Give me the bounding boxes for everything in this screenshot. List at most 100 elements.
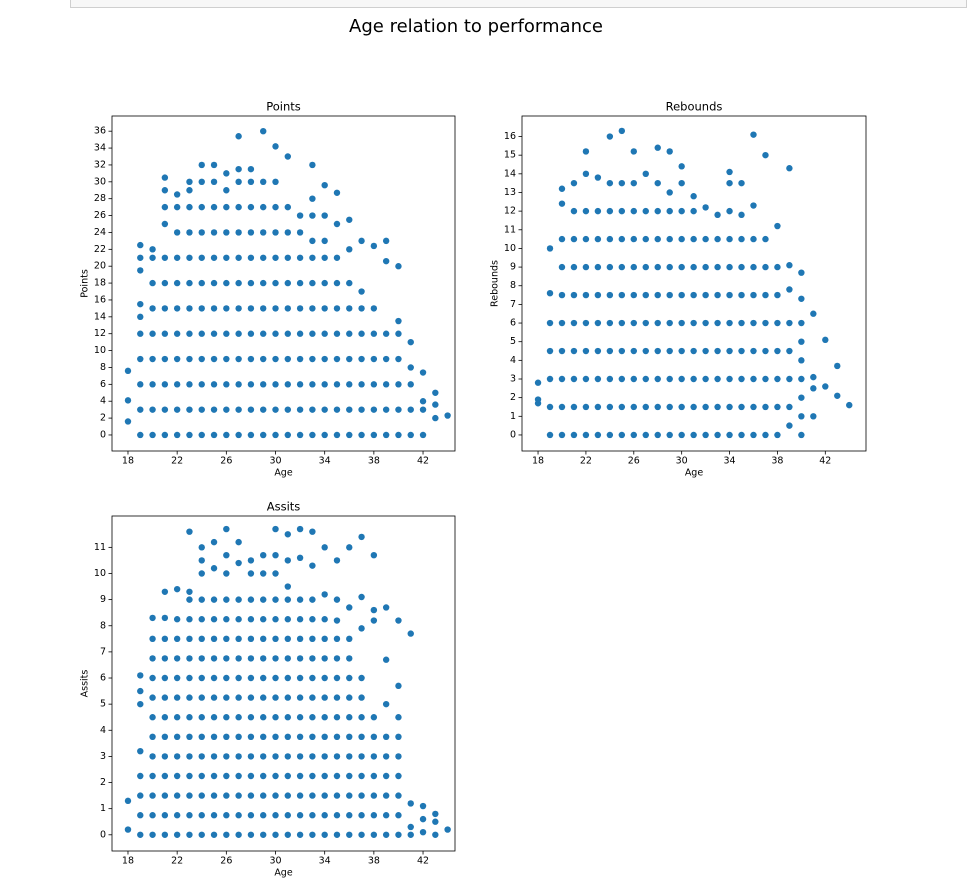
scatter-point	[223, 772, 230, 780]
scatter-point	[570, 375, 578, 383]
y-tick-label: 30	[94, 176, 106, 187]
scatter-point	[296, 831, 304, 838]
scatter-point	[678, 431, 685, 439]
scatter-point	[346, 812, 353, 819]
scatter-point	[309, 431, 316, 439]
scatter-point	[309, 330, 316, 337]
scatter-point	[296, 714, 304, 721]
scatter-point	[786, 347, 793, 355]
scatter-point	[358, 792, 365, 799]
scatter-point	[726, 168, 733, 176]
scatter-point	[714, 403, 721, 411]
scatter-point	[284, 635, 292, 643]
scatter-point	[309, 528, 316, 535]
scatter-point	[321, 305, 328, 312]
scatter-point	[137, 687, 144, 695]
scatter-point	[786, 403, 793, 411]
scatter-point	[173, 585, 181, 593]
scatter-point	[296, 694, 304, 701]
scatter-point	[630, 319, 637, 327]
scatter-point	[738, 347, 745, 355]
scatter-point	[186, 229, 193, 236]
scatter-point	[247, 733, 255, 741]
scatter-point	[186, 655, 193, 662]
scatter-point	[149, 381, 156, 388]
scatter-point	[247, 616, 255, 623]
scatter-point	[309, 616, 316, 623]
scatter-point	[309, 212, 316, 219]
scatter-point	[702, 204, 709, 211]
scatter-point	[738, 179, 745, 187]
scatter-point	[321, 279, 328, 287]
y-tick-label: 14	[504, 168, 516, 179]
scatter-point	[296, 554, 304, 562]
scatter-point	[654, 207, 661, 215]
scatter-point	[173, 254, 181, 261]
scatter-point	[419, 431, 427, 439]
scatter-point	[137, 267, 144, 274]
scatter-point	[333, 733, 341, 741]
scatter-point	[690, 347, 697, 355]
scatter-point	[370, 242, 378, 250]
scatter-point	[272, 714, 279, 721]
scatter-point	[570, 347, 578, 355]
scatter-point	[223, 694, 230, 701]
scatter-point	[198, 557, 205, 564]
y-tick-label: 4	[100, 396, 106, 407]
scatter-point	[606, 375, 614, 383]
scatter-point	[762, 291, 769, 299]
scatter-point	[570, 319, 578, 327]
scatter-point	[223, 187, 230, 194]
scatter-point	[419, 828, 427, 836]
scatter-point	[321, 381, 328, 388]
y-tick-label: 7	[510, 299, 516, 310]
scatter-point	[149, 655, 156, 662]
scatter-point	[654, 375, 661, 383]
scatter-point	[309, 381, 316, 388]
scatter-point	[846, 401, 853, 409]
scatter-point	[642, 375, 649, 383]
scatter-point	[284, 406, 292, 413]
scatter-point	[161, 588, 169, 595]
scatter-point	[186, 616, 193, 623]
scatter-point	[774, 291, 781, 299]
scatter-point	[594, 207, 602, 215]
scatter-point	[690, 235, 697, 243]
scatter-point	[210, 431, 218, 439]
scatter-point	[346, 753, 353, 760]
scatter-point	[309, 355, 316, 363]
scatter-point	[726, 291, 733, 299]
scatter-point	[582, 148, 590, 155]
scatter-point	[419, 369, 427, 376]
scatter-point	[358, 237, 365, 245]
scatter-point	[762, 235, 769, 243]
scatter-point	[432, 818, 439, 825]
scatter-point	[678, 263, 685, 271]
scatter-point	[558, 319, 566, 327]
scatter-point	[247, 381, 255, 388]
scatter-point	[210, 538, 218, 546]
scatter-point	[235, 305, 242, 312]
scatter-point	[762, 375, 769, 383]
scatter-point	[296, 812, 304, 819]
scatter-point	[296, 355, 304, 363]
scatter-point	[407, 406, 414, 413]
scatter-point	[382, 604, 390, 611]
scatter-point	[272, 525, 279, 533]
scatter-point	[198, 305, 205, 312]
x-tick-label: 34	[724, 456, 736, 467]
scatter-point	[210, 330, 218, 337]
scatter-point	[161, 733, 169, 741]
scatter-point	[558, 185, 566, 192]
scatter-point	[284, 792, 292, 799]
scatter-point	[235, 733, 242, 741]
scatter-point	[370, 330, 378, 337]
scatter-point	[247, 753, 255, 760]
scatter-point	[247, 674, 255, 682]
scatter-point	[358, 753, 365, 760]
scatter-point	[186, 635, 193, 643]
scatter-point	[702, 403, 709, 411]
scatter-point	[260, 229, 267, 236]
scatter-point	[223, 792, 230, 799]
scatter-point	[321, 406, 328, 413]
